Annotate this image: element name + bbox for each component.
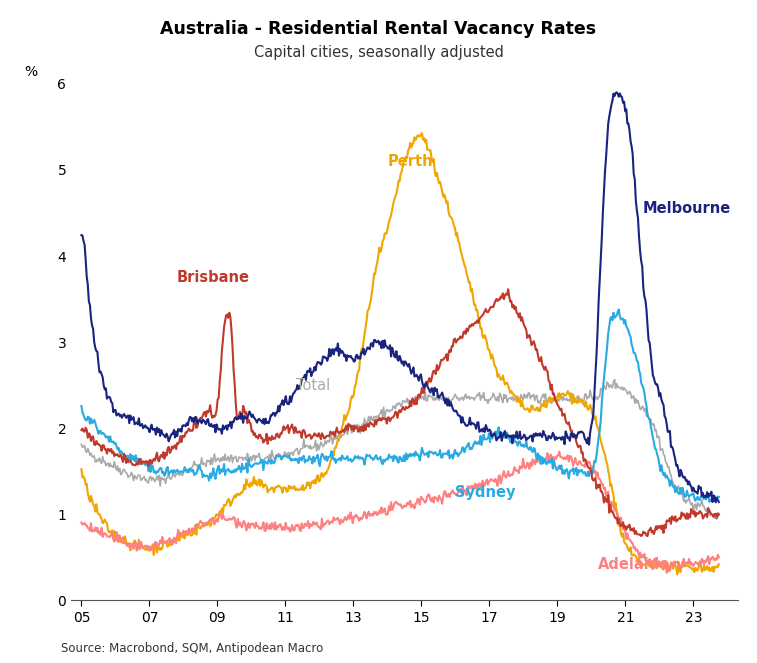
Text: Capital cities, seasonally adjusted: Capital cities, seasonally adjusted: [254, 45, 503, 60]
Text: %: %: [24, 65, 38, 79]
Text: Source: Macrobond, SQM, Antipodean Macro: Source: Macrobond, SQM, Antipodean Macro: [61, 642, 322, 655]
Text: Australia - Residential Rental Vacancy Rates: Australia - Residential Rental Vacancy R…: [160, 20, 597, 38]
Text: Adelaide: Adelaide: [598, 557, 671, 572]
Text: Total: Total: [295, 378, 330, 392]
Text: Perth: Perth: [388, 154, 433, 169]
Text: Melbourne: Melbourne: [643, 201, 731, 216]
Text: Sydney: Sydney: [456, 485, 516, 501]
Text: Brisbane: Brisbane: [176, 270, 250, 285]
